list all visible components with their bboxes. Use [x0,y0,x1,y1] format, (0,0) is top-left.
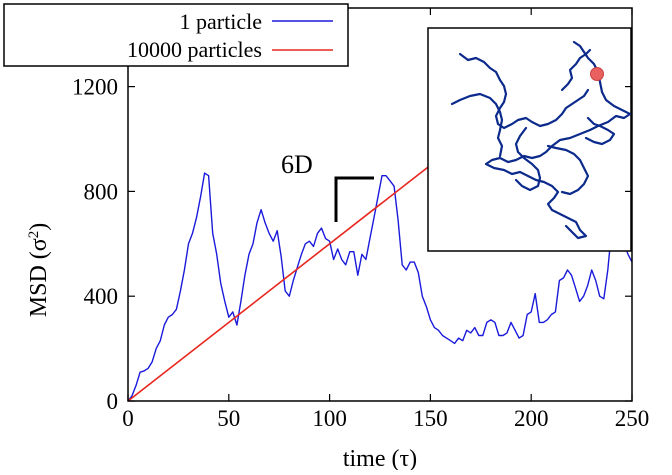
y-tick-label-0: 0 [107,389,119,414]
trajectory-endpoint-marker [590,67,604,81]
legend-label-series-0: 1 particle [180,9,262,34]
axis-titles: time (τ) MSD (σ2) [26,223,417,472]
legend: 1 particle 10000 particles [3,3,349,67]
y-axis-title-close: ) [26,223,52,231]
axis-layer: 0 50 100 150 200 250 0 400 800 1200 [72,8,649,431]
trajectory-segment-6 [584,116,616,146]
slope-annotation: 6D [281,150,374,222]
legend-label-series-1: 10000 particles [127,37,262,62]
x-tick-label-2: 100 [312,406,347,431]
y-axis-title-main: MSD (σ [26,238,52,317]
x-tick-label-0: 0 [122,406,134,431]
plot-frame-layer [127,7,633,402]
trajectory-segment-5 [560,48,592,92]
x-axis-title: time (τ) [343,446,417,470]
legend-box [3,3,349,67]
y-tick-label-1: 400 [84,284,119,309]
x-tick-label-4: 200 [514,406,549,431]
slope-label: 6D [281,150,313,179]
trajectory-path-group [450,40,632,240]
plot-frame [127,7,633,402]
x-tick-label-1: 50 [217,406,240,431]
x-tick-label-5: 250 [615,406,650,431]
trajectory-segment-3 [514,126,542,192]
trajectory-inset [427,27,632,252]
y-tick-label-3: 1200 [72,75,118,100]
series-layer [127,164,633,402]
y-axis-title: MSD (σ2) [26,223,52,317]
series-line-0 [127,172,633,402]
trajectory-segment-0 [484,40,632,240]
trajectory-segment-2 [450,92,504,158]
series-line-1 [127,164,431,402]
y-axis-title-sup: 2 [26,231,42,239]
trajectory-segment-1 [458,52,590,130]
slope-bracket [334,176,374,222]
trajectory-segment-4 [546,144,590,196]
x-tick-label-3: 150 [413,406,448,431]
y-tick-label-2: 800 [84,179,119,204]
inset-frame [427,27,632,252]
